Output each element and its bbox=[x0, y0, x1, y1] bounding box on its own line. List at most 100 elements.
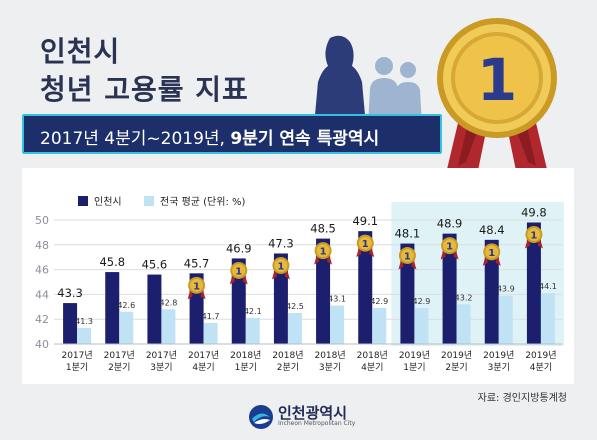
legend-label-incheon: 인천시 bbox=[94, 196, 122, 208]
mini-medal-label: 1 bbox=[193, 281, 200, 292]
data-label-national: 42.6 bbox=[117, 301, 135, 310]
data-label-incheon: 46.9 bbox=[226, 241, 252, 255]
x-tick-label-year: 2019년 bbox=[441, 350, 472, 361]
x-tick-label-year: 2017년 bbox=[61, 350, 92, 361]
bar-incheon bbox=[147, 274, 162, 344]
mini-medal-face bbox=[232, 263, 246, 277]
x-tick-label-quarter: 4분기 bbox=[530, 362, 552, 373]
source-note: 자료: 경인지방통계청 bbox=[477, 393, 567, 404]
data-label-national: 43.9 bbox=[497, 285, 515, 294]
bar-national bbox=[540, 293, 555, 344]
data-label-national: 41.7 bbox=[202, 312, 220, 321]
legend-swatch-national bbox=[144, 196, 154, 206]
banner-prefix: 2017년 4분기~2019년, bbox=[40, 129, 231, 149]
banner-bold: 9분기 연속 특광역시 bbox=[230, 129, 380, 149]
data-label-incheon: 49.8 bbox=[521, 205, 547, 219]
data-label-national: 41.3 bbox=[75, 317, 93, 326]
y-tick-label: 40 bbox=[35, 338, 49, 351]
bar-national bbox=[456, 304, 471, 344]
data-label-incheon: 45.7 bbox=[184, 256, 210, 270]
x-tick-label-quarter: 2분기 bbox=[108, 362, 130, 373]
data-label-incheon: 48.4 bbox=[479, 223, 505, 237]
bar-national bbox=[414, 308, 429, 344]
headline-banner: 2017년 4분기~2019년, 9분기 연속 특광역시 bbox=[22, 114, 442, 154]
data-label-incheon: 43.3 bbox=[57, 286, 83, 300]
x-tick-label-year: 2019년 bbox=[399, 350, 430, 361]
x-tick-label-year: 2017년 bbox=[104, 350, 135, 361]
mini-medal-face bbox=[316, 244, 330, 258]
x-tick-label-quarter: 3분기 bbox=[319, 362, 341, 373]
mini-medal-face bbox=[443, 239, 457, 253]
data-label-national: 44.1 bbox=[539, 282, 557, 291]
data-label-national: 43.2 bbox=[455, 293, 473, 302]
mini-medal-label: 1 bbox=[488, 248, 495, 259]
bar-national bbox=[330, 305, 345, 344]
x-tick-label-quarter: 4분기 bbox=[361, 362, 383, 373]
x-tick-label-year: 2018년 bbox=[230, 350, 261, 361]
data-label-incheon: 45.8 bbox=[99, 255, 125, 269]
legend-label-national: 전국 평균 (단위: %) bbox=[160, 195, 246, 208]
data-label-national: 42.8 bbox=[160, 298, 178, 307]
bar-incheon bbox=[316, 238, 331, 344]
y-tick-label: 46 bbox=[35, 264, 49, 277]
mini-medal-label: 1 bbox=[235, 266, 242, 277]
mini-medal-face bbox=[274, 258, 288, 272]
bar-chart: 40 42 44 46 48 50 인천시 전국 평균 (단위: %) 43.3 41.3 2017… bbox=[35, 195, 564, 373]
title-line-1: 인천시 bbox=[40, 35, 121, 68]
mini-medal-label: 1 bbox=[320, 247, 327, 258]
title-line-2: 청년 고용률 지표 bbox=[40, 73, 249, 106]
bar-incheon bbox=[358, 231, 373, 344]
x-tick-label-quarter: 2분기 bbox=[445, 362, 467, 373]
bar-incheon bbox=[484, 239, 499, 344]
mini-medal-face bbox=[400, 249, 414, 263]
x-tick-label-quarter: 3분기 bbox=[150, 362, 172, 373]
data-label-incheon: 48.1 bbox=[395, 227, 421, 241]
x-tick-label-year: 2018년 bbox=[272, 350, 303, 361]
chart-panel: 40 42 44 46 48 50 인천시 전국 평균 (단위: %) 43.3 41.3 2017… bbox=[22, 168, 574, 384]
data-label-incheon: 45.6 bbox=[142, 258, 168, 272]
x-tick-label-year: 2018년 bbox=[314, 350, 345, 361]
medal-label: 1 bbox=[477, 46, 517, 114]
bar-national bbox=[119, 311, 134, 344]
bar-incheon bbox=[526, 222, 541, 344]
y-tick-label: 44 bbox=[35, 288, 49, 301]
bar-national bbox=[372, 308, 387, 344]
mini-medal-label: 1 bbox=[362, 239, 369, 250]
mini-medal-face bbox=[190, 278, 204, 292]
banner-text: 2017년 4분기~2019년, 9분기 연속 특광역시 bbox=[40, 124, 379, 149]
bar-national bbox=[161, 309, 176, 344]
gold-medal-icon: 1 bbox=[437, 18, 557, 190]
x-tick-label-quarter: 3분기 bbox=[488, 362, 510, 373]
legend-swatch-incheon bbox=[78, 196, 88, 206]
x-tick-label-quarter: 1분기 bbox=[66, 362, 88, 373]
x-tick-label-year: 2018년 bbox=[357, 350, 388, 361]
mini-medal-face bbox=[527, 227, 541, 241]
data-label-national: 43.1 bbox=[328, 295, 346, 304]
bar-national bbox=[77, 327, 92, 344]
y-tick-label: 42 bbox=[35, 313, 49, 326]
data-label-national: 42.5 bbox=[286, 302, 304, 311]
y-tick-label: 48 bbox=[35, 239, 49, 252]
data-label-incheon: 48.9 bbox=[437, 217, 463, 231]
logo-name: 인천광역시 bbox=[278, 404, 348, 422]
mini-medal-face bbox=[358, 236, 372, 250]
mini-medal-label: 1 bbox=[446, 242, 453, 253]
bar-incheon bbox=[231, 258, 246, 344]
bar-national bbox=[245, 317, 260, 344]
x-tick-label-year: 2017년 bbox=[188, 350, 219, 361]
data-label-national: 42.9 bbox=[370, 297, 388, 306]
bar-incheon bbox=[400, 243, 415, 344]
x-tick-label-year: 2019년 bbox=[525, 350, 556, 361]
city-emblem-icon bbox=[249, 405, 273, 429]
bar-incheon bbox=[63, 303, 78, 344]
x-tick-label-quarter: 1분기 bbox=[403, 362, 425, 373]
logo-subtitle: Incheon Metropolitan City bbox=[278, 420, 356, 427]
mini-medal-label: 1 bbox=[530, 230, 537, 241]
bar-incheon bbox=[273, 253, 288, 344]
bar-national bbox=[287, 313, 302, 344]
data-label-incheon: 48.5 bbox=[310, 222, 336, 236]
x-tick-label-quarter: 2분기 bbox=[277, 362, 299, 373]
y-tick-label: 50 bbox=[35, 214, 49, 227]
x-tick-label-quarter: 4분기 bbox=[192, 362, 214, 373]
mini-medal-label: 1 bbox=[404, 252, 411, 263]
